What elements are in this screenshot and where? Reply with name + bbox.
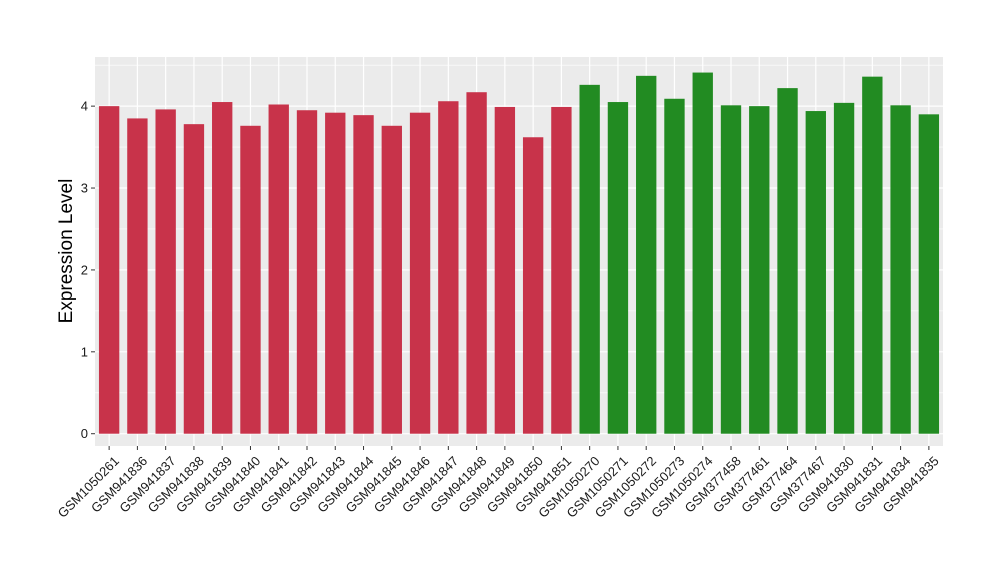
- y-tick-label: 0: [81, 426, 88, 441]
- bar: [522, 137, 544, 434]
- bar: [664, 98, 685, 434]
- plot-panel: [95, 57, 943, 446]
- bar: [805, 111, 826, 434]
- bar: [579, 84, 600, 434]
- bar: [636, 75, 657, 434]
- bar: [749, 106, 770, 434]
- bar: [692, 72, 713, 434]
- y-tick-label: 1: [81, 344, 88, 359]
- bar: [98, 106, 120, 434]
- y-tick-label: 3: [81, 181, 88, 196]
- bar: [918, 114, 940, 434]
- y-tick-label: 4: [81, 99, 88, 114]
- bar: [862, 76, 883, 434]
- bar: [212, 102, 233, 434]
- bars: [98, 72, 940, 434]
- bar: [720, 105, 742, 434]
- bar: [183, 124, 205, 434]
- bar: [466, 92, 487, 434]
- y-tick-label: 2: [81, 262, 88, 277]
- x-axis-ticks: GSM1050261GSM941836GSM941837GSM941838GSM…: [55, 446, 942, 521]
- bar: [551, 106, 572, 434]
- bar: [607, 102, 629, 434]
- minor-gridlines: [95, 64, 943, 394]
- bar: [833, 102, 855, 434]
- bar: [409, 112, 431, 434]
- bar: [777, 88, 798, 434]
- bar: [296, 110, 318, 434]
- y-axis-ticks: 0 1 2 3 4: [81, 99, 95, 441]
- bar: [127, 118, 148, 434]
- bar: [353, 115, 374, 434]
- bar: [325, 112, 346, 434]
- bar: [381, 125, 402, 434]
- bar: [494, 106, 516, 434]
- y-axis-title: Expression Level: [56, 179, 77, 324]
- bar: [890, 105, 911, 434]
- bar: [155, 109, 176, 434]
- bar: [438, 101, 459, 434]
- bar: [240, 125, 261, 434]
- bar: [268, 104, 289, 434]
